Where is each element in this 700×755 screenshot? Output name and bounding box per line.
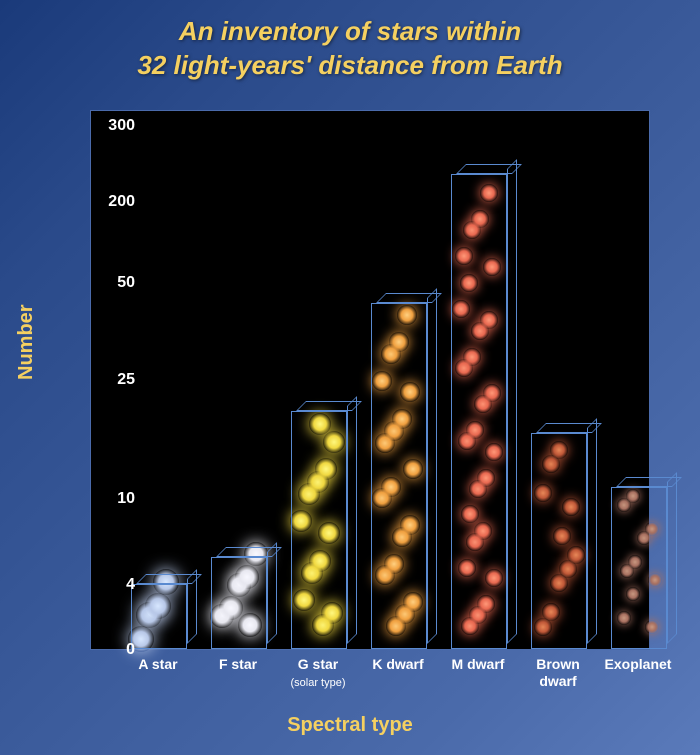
bar-front (131, 584, 187, 649)
y-tick: 300 (95, 117, 135, 135)
plot-area (90, 110, 650, 650)
title-line-2: 32 light-years' distance from Earth (137, 50, 562, 80)
bar-front (531, 433, 587, 649)
y-tick: 10 (95, 490, 135, 508)
bar-side (667, 472, 677, 644)
bar-brown-dwarf (531, 433, 587, 649)
bar-side (587, 418, 597, 644)
bar-a-star (131, 584, 187, 649)
x-tick: F star (198, 656, 278, 673)
x-tick: M dwarf (438, 656, 518, 673)
y-tick: 25 (95, 371, 135, 389)
bar-k-dwarf (371, 303, 427, 649)
x-tick: Exoplanet (598, 656, 678, 673)
y-tick: 200 (95, 193, 135, 211)
bar-side (507, 159, 517, 644)
bar-side (187, 569, 197, 644)
bar-front (291, 411, 347, 649)
x-tick: A star (118, 656, 198, 673)
bar-front (611, 487, 667, 649)
bar-exoplanet (611, 487, 667, 649)
bar-front (211, 557, 267, 649)
y-tick: 4 (95, 576, 135, 594)
x-tick: Brown dwarf (518, 656, 598, 690)
x-axis-label: Spectral type (0, 714, 700, 737)
x-tick: G star(solar type) (278, 656, 358, 690)
bar-g-star (291, 411, 347, 649)
y-tick: 50 (95, 274, 135, 292)
title-line-1: An inventory of stars within (179, 16, 521, 46)
bar-side (347, 396, 357, 644)
bar-front (451, 174, 507, 649)
x-tick: K dwarf (358, 656, 438, 673)
bar-front (371, 303, 427, 649)
y-axis-label: Number (15, 304, 38, 380)
bar-m-dwarf (451, 174, 507, 649)
bar-side (427, 288, 437, 644)
bar-f-star (211, 557, 267, 649)
chart-title: An inventory of stars within 32 light-ye… (0, 0, 700, 83)
bar-side (267, 542, 277, 644)
